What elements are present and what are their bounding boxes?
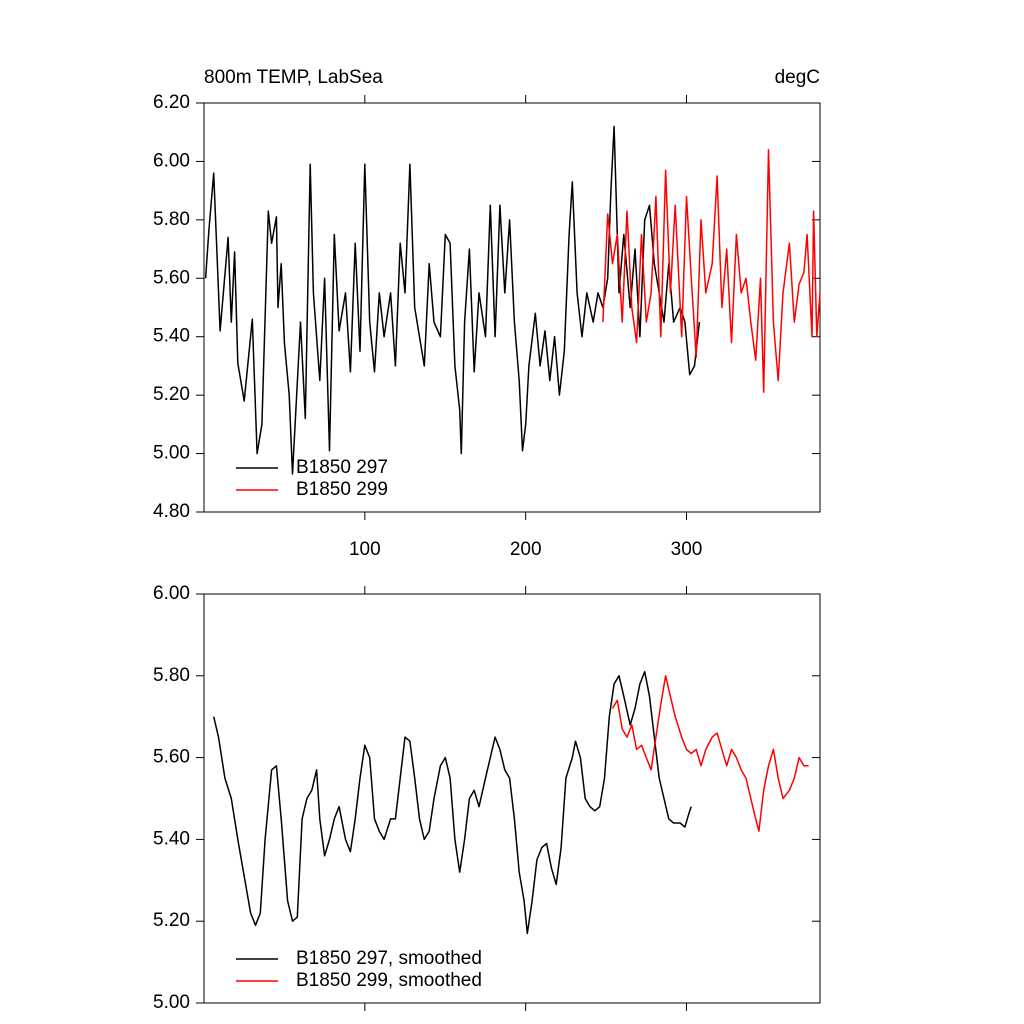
series-line bbox=[212, 670, 692, 935]
legend-label: B1850 299, smoothed bbox=[296, 970, 482, 991]
x-tick-label: 200 bbox=[510, 539, 542, 560]
y-tick-label: 5.40 bbox=[153, 828, 190, 849]
y-tick-label: 5.60 bbox=[153, 267, 190, 288]
legend-label: B1850 299 bbox=[296, 479, 388, 500]
y-tick-label: 5.00 bbox=[153, 992, 190, 1013]
y-tick-label: 5.20 bbox=[153, 910, 190, 931]
y-tick-label: 5.40 bbox=[153, 326, 190, 347]
series-line bbox=[204, 125, 701, 475]
x-tick-label: 100 bbox=[349, 539, 381, 560]
y-tick-label: 6.00 bbox=[153, 150, 190, 171]
series-line bbox=[602, 148, 821, 393]
y-tick-label: 5.00 bbox=[153, 443, 190, 464]
y-tick-label: 5.20 bbox=[153, 384, 190, 405]
chart-title: 800m TEMP, LabSea bbox=[204, 67, 383, 88]
y-tick-label: 6.00 bbox=[153, 583, 190, 604]
y-tick-label: 6.20 bbox=[153, 92, 190, 113]
plot-frame bbox=[203, 102, 821, 513]
y-tick-label: 5.80 bbox=[153, 209, 190, 230]
x-tick-label: 300 bbox=[671, 539, 703, 560]
legend-label: B1850 297 bbox=[296, 457, 388, 478]
legend-label: B1850 297, smoothed bbox=[296, 948, 482, 969]
y-tick-label: 5.80 bbox=[153, 665, 190, 686]
y-tick-label: 4.80 bbox=[153, 501, 190, 522]
series-line bbox=[611, 675, 809, 832]
units-label: degC bbox=[775, 67, 820, 88]
y-tick-label: 5.60 bbox=[153, 747, 190, 768]
plot-frame bbox=[203, 593, 821, 1004]
